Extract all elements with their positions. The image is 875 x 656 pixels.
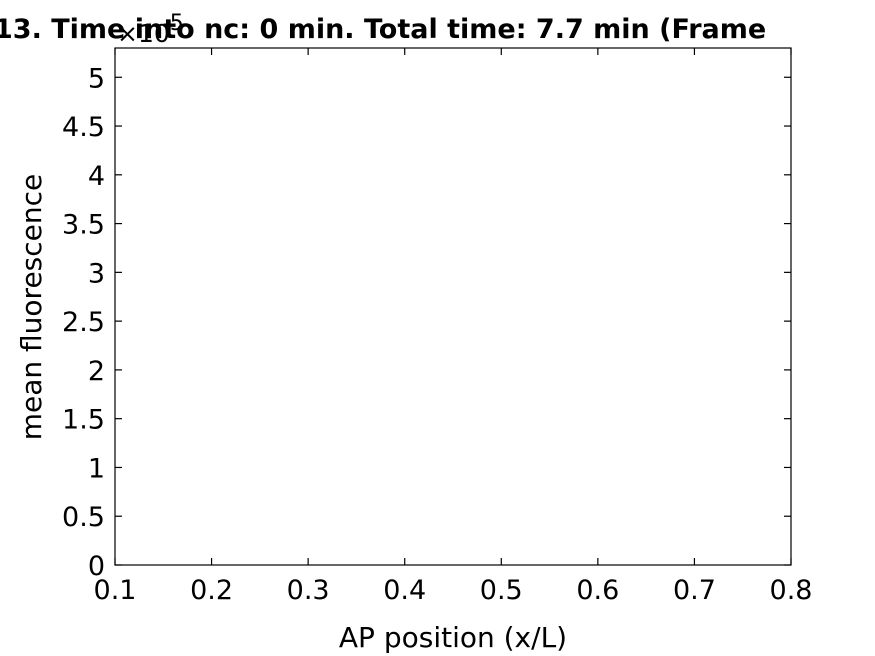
x-tick-label: 0.7: [673, 575, 716, 606]
y-axis-ticks: 0 0.5 1 1.5 2 2.5 3 3.5 4 4.5 5: [62, 63, 791, 582]
y-exponent-prefix: ×10: [117, 19, 170, 48]
y-tick-label: 3.5: [62, 210, 105, 241]
y-tick-label: 4.5: [62, 112, 105, 143]
plot-area: [114, 47, 792, 566]
x-axis-ticks: 0.1 0.2 0.3 0.4 0.5 0.6 0.7 0.8: [94, 48, 813, 606]
x-tick-label: 0.1: [94, 575, 137, 606]
y-tick-label: 0.5: [62, 502, 105, 533]
axes: [114, 47, 792, 566]
x-tick-label: 0.3: [287, 575, 330, 606]
y-tick-label: 0: [88, 551, 105, 582]
y-tick-label: 1: [88, 453, 105, 484]
y-axis-exponent: ×105: [117, 11, 184, 48]
x-tick-label: 0.5: [480, 575, 523, 606]
chart-title: 13. Time into nc: 0 min. Total time: 7.7…: [0, 14, 766, 45]
y-axis-label: mean fluorescence: [15, 174, 48, 441]
y-tick-label: 1.5: [62, 405, 105, 436]
x-tick-label: 0.6: [576, 575, 619, 606]
y-tick-label: 5: [88, 63, 105, 94]
x-tick-label: 0.8: [770, 575, 813, 606]
x-axis-label: AP position (x/L): [339, 621, 567, 654]
y-tick-label: 3: [88, 258, 105, 289]
x-tick-label: 0.4: [383, 575, 426, 606]
y-tick-label: 4: [88, 161, 105, 192]
x-tick-label: 0.2: [190, 575, 233, 606]
y-tick-label: 2.5: [62, 307, 105, 338]
y-tick-label: 2: [88, 356, 105, 387]
y-exponent-power: 5: [170, 11, 184, 36]
